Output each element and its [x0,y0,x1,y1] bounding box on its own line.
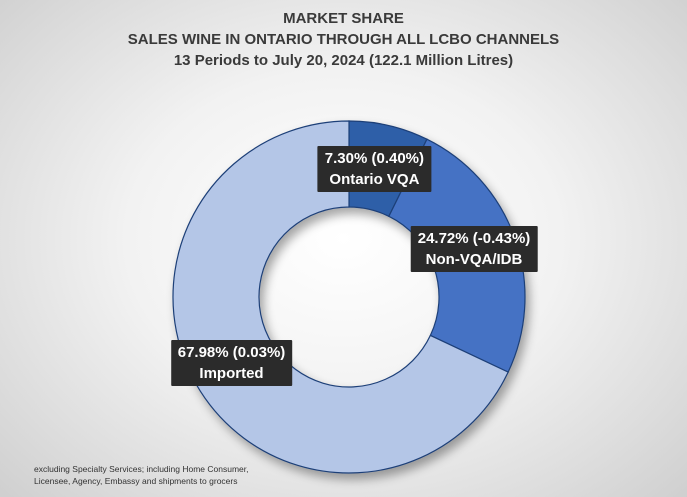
chart-subtitle-period: 13 Periods to July 20, 2024 (122.1 Milli… [173,52,514,69]
chart-titles: MARKET SHARE SALES WINE IN ONTARIO THROU… [0,8,687,71]
data-label-category: Imported [199,364,264,382]
data-label-category: Ontario VQA [329,170,420,188]
data-label-ontario-vqa: 7.30% (0.40%) Ontario VQA [317,145,432,192]
data-label-category: Non-VQA/IDB [425,250,523,268]
data-label-value: 67.98% (0.03%) [177,343,286,361]
chart-subtitle: SALES WINE IN ONTARIO THROUGH ALL LCBO C… [127,31,560,48]
data-label-non-vqa-idb: 24.72% (-0.43%) Non-VQA/IDB [410,225,538,272]
footnote-line-1: excluding Specialty Services; including … [34,464,249,474]
data-label-value: 24.72% (-0.43%) [417,229,531,247]
footnote-line-2: Licensee, Agency, Embassy and shipments … [34,476,238,486]
data-label-imported: 67.98% (0.03%) Imported [170,339,293,386]
data-label-value: 7.30% (0.40%) [324,149,425,167]
chart-title: MARKET SHARE [283,10,404,27]
chart-footnote: excluding Specialty Services; including … [34,463,249,487]
